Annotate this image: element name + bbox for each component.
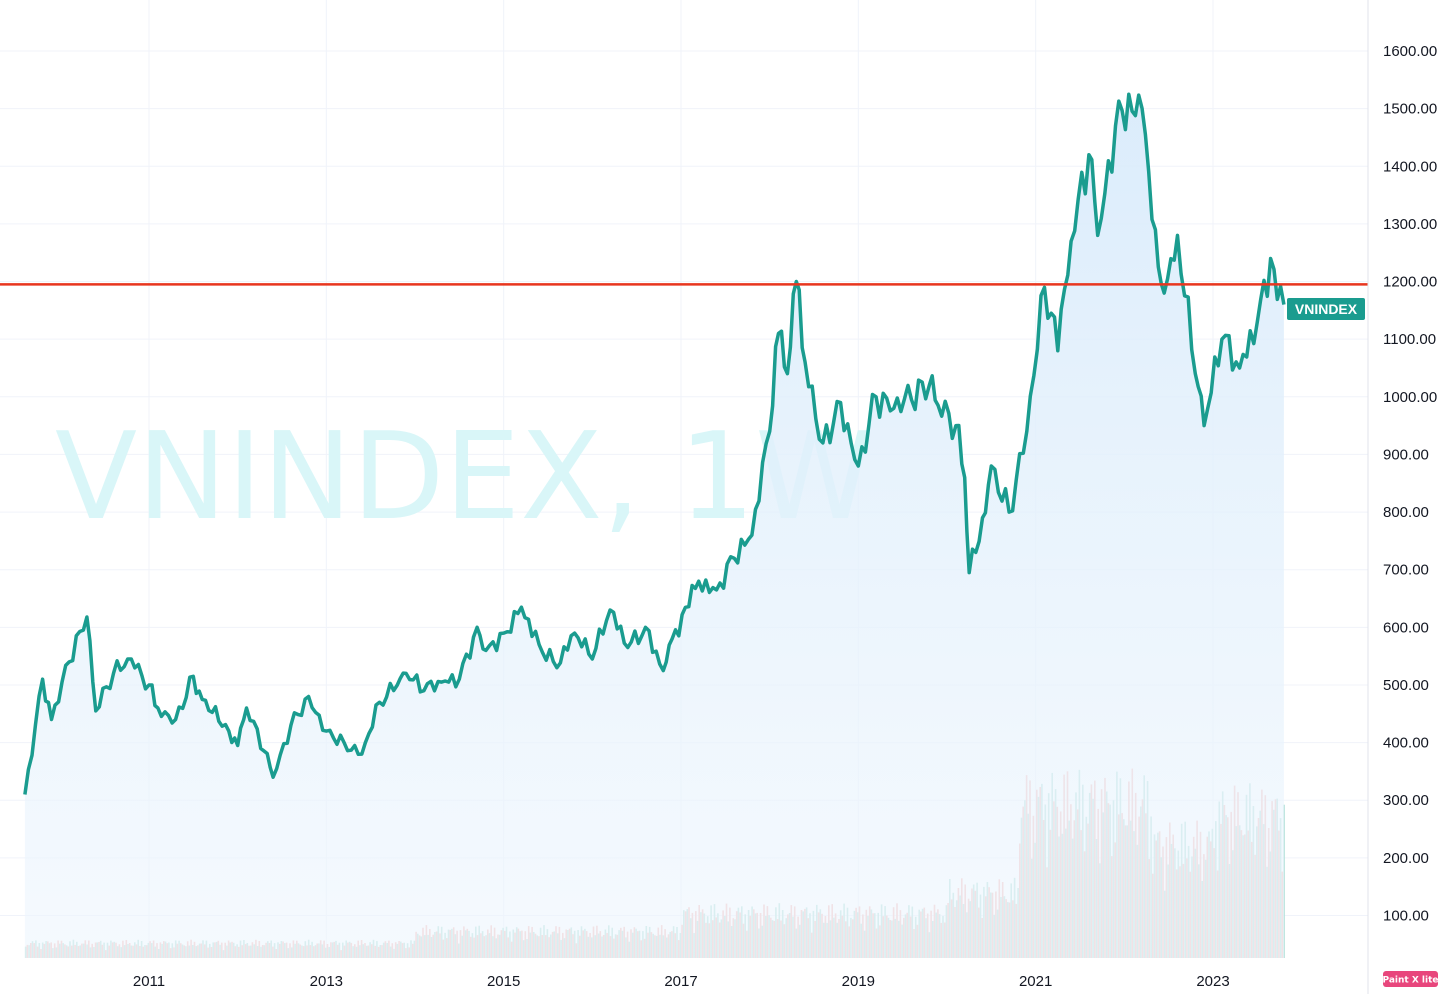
y-tick-label: 1100.00: [1383, 331, 1436, 348]
y-tick-label: 800.00: [1383, 504, 1429, 521]
y-tick-label: 1400.00: [1383, 158, 1437, 175]
corner-logo-text: Paint X lite: [1382, 976, 1438, 986]
y-tick-label: 1000.00: [1383, 389, 1437, 406]
y-tick-label: 200.00: [1383, 850, 1429, 867]
y-tick-label: 1200.00: [1383, 274, 1437, 291]
y-tick-label: 900.00: [1383, 446, 1429, 463]
y-tick-label: 700.00: [1383, 562, 1429, 579]
x-axis[interactable]: 2011 2013 2015 2017 2019 2021 2023: [133, 973, 1230, 990]
y-tick-label: 400.00: [1383, 735, 1429, 752]
last-price-label-bg: [1287, 298, 1365, 320]
y-tick-label: 500.00: [1383, 677, 1429, 694]
corner-logo-bg: [1383, 971, 1438, 987]
volume-bar: [1283, 804, 1285, 958]
y-tick-label: 1500.00: [1383, 101, 1437, 118]
x-tick-label: 2013: [310, 973, 343, 990]
x-tick-label: 2011: [133, 973, 165, 990]
x-tick-label: 2015: [487, 973, 520, 990]
y-tick-label: 300.00: [1383, 792, 1429, 809]
last-price-label-text: VNINDEX: [1295, 301, 1358, 317]
watermark: VNINDEX, 1W: [55, 408, 874, 547]
corner-logo: Paint X lite: [1382, 971, 1439, 987]
y-tick-label: 600.00: [1383, 619, 1429, 636]
last-price-label: VNINDEX: [1287, 298, 1365, 320]
series-line-vnindex: [23, 92, 1286, 795]
x-tick-label: 2019: [842, 973, 875, 990]
x-tick-label: 2017: [664, 973, 697, 990]
x-tick-label: 2021: [1019, 973, 1052, 990]
y-tick-label: 100.00: [1383, 908, 1429, 925]
x-tick-label: 2023: [1196, 973, 1229, 990]
y-tick-label: 1300.00: [1383, 216, 1437, 233]
y-axis[interactable]: 100.00 200.00 300.00 400.00 500.00 600.00 700.…: [1383, 43, 1437, 925]
y-tick-label: 1600.00: [1383, 43, 1437, 60]
